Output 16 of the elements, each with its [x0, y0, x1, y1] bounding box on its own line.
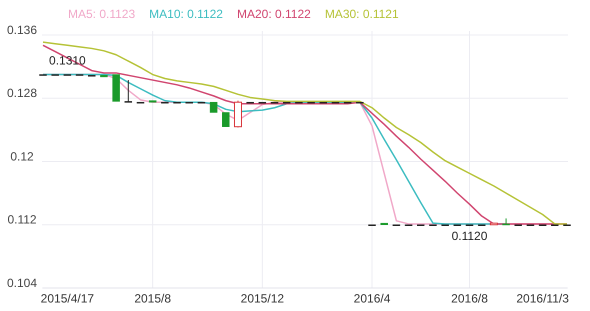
annotation: 0.1120 [452, 228, 488, 243]
x-tick-label: 2015/12 [240, 292, 284, 306]
y-tick-label: 0.104 [6, 276, 38, 290]
text: MA30: 0.1121 [324, 7, 399, 21]
y-tick-label: 0.112 [7, 212, 37, 227]
x-tick-label: 2016/4 [354, 292, 391, 306]
x-tick-label: 2015/8 [134, 292, 172, 306]
y-tick-label: 0.128 [6, 86, 38, 100]
text: MA20: 0.1122 [236, 7, 312, 21]
text: MA10: 0.1122 [149, 7, 224, 21]
x-tick-label: 2016/8 [451, 292, 488, 306]
text: MA5: 0.1123 [68, 7, 136, 21]
x-tick-label: 2016/11/3 [516, 292, 570, 306]
x-tick-label: 2015/4/17 [40, 292, 94, 306]
y-tick-label: 0.136 [6, 22, 38, 37]
y-tick-label: 0.12 [10, 149, 34, 164]
